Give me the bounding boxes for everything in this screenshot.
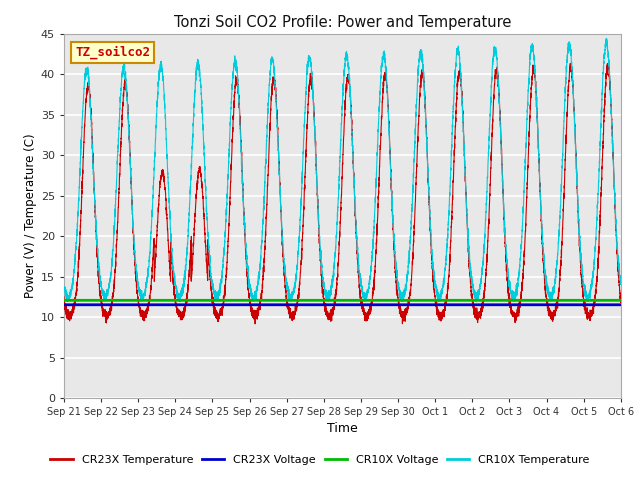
Text: TZ_soilco2: TZ_soilco2 [75,46,150,59]
Y-axis label: Power (V) / Temperature (C): Power (V) / Temperature (C) [24,134,36,298]
Title: Tonzi Soil CO2 Profile: Power and Temperature: Tonzi Soil CO2 Profile: Power and Temper… [173,15,511,30]
Legend: CR23X Temperature, CR23X Voltage, CR10X Voltage, CR10X Temperature: CR23X Temperature, CR23X Voltage, CR10X … [46,451,594,469]
X-axis label: Time: Time [327,421,358,434]
